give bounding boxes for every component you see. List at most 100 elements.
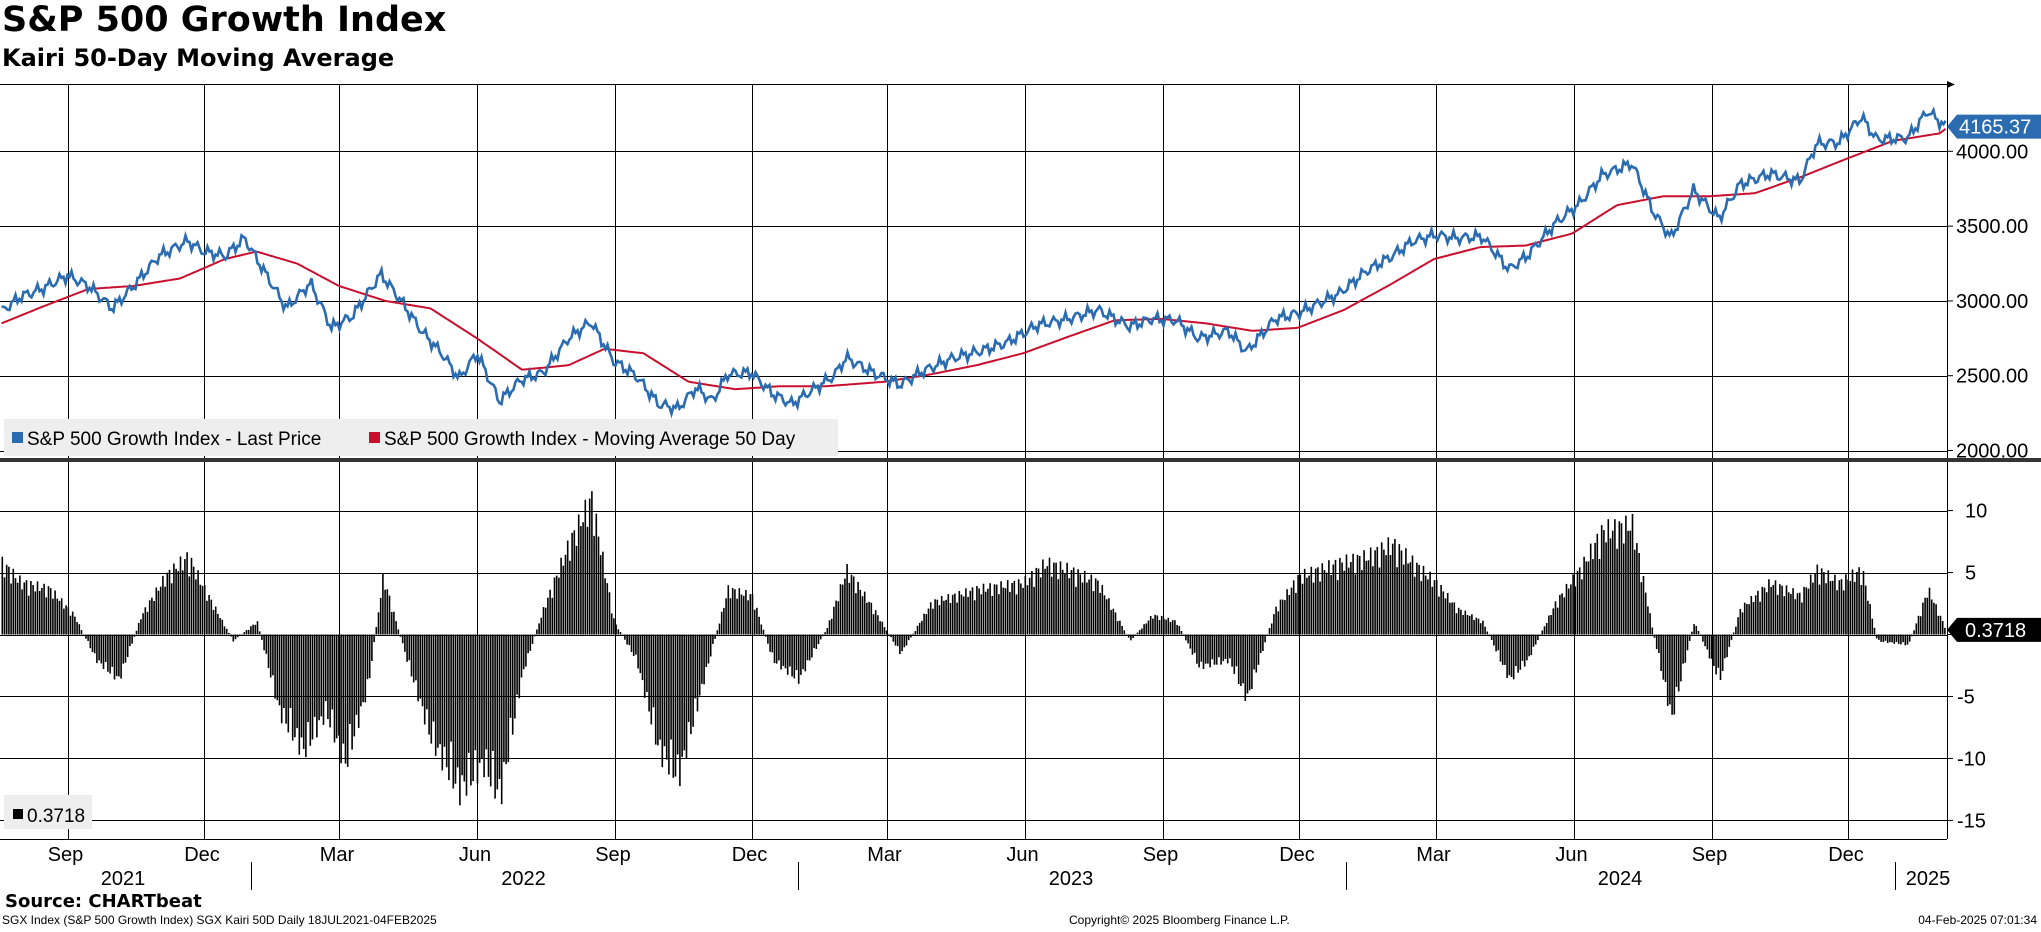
kairi-bar [1922,602,1924,635]
kairi-bar [1567,588,1570,635]
kairi-bar [41,588,43,635]
kairi-bar [1871,618,1874,635]
kairi-bar [1178,626,1181,635]
kairi-bar [1431,586,1434,635]
kairi-bar [1816,564,1819,635]
kairi-bar [1284,600,1286,635]
kairi-bar [1066,562,1068,635]
kairi-bar [758,616,760,635]
kairi-bar [1600,525,1603,635]
kairi-bar [1167,617,1170,635]
y-tick-label: 4000.00 [1956,141,2028,163]
kairi-bar [918,622,921,635]
kairi-bar [1429,571,1431,635]
kairi-bar [751,593,754,635]
kairi-bar [208,595,210,635]
kairi-bar [461,634,463,776]
kairi-bar [1680,634,1682,682]
kairi-bar [1088,579,1090,635]
kairi-bar [1110,609,1112,635]
kairi-bar [694,634,697,699]
kairi-bar [298,634,301,755]
kairi-bar [1633,549,1636,635]
kairi-bar [1372,566,1374,635]
kairi-bar [203,585,206,635]
kairi-bar [60,598,63,635]
kairi-bar [648,634,650,712]
kairi-bar [408,634,411,661]
kairi-bar [1442,591,1445,635]
kairi-bar [201,585,204,635]
kairi-bar [1823,572,1825,635]
kairi-bar [463,634,466,782]
kairi-bar [76,622,78,635]
source-note: Source: CHARTbeat [5,891,202,912]
kairi-bar [1037,568,1040,635]
footer-copyright: Copyright© 2025 Bloomberg Finance L.P. [1069,913,1290,927]
kairi-bar [483,634,485,778]
x-month-label: Sep [1143,844,1179,866]
kairi-bar [910,634,912,638]
kairi-bar [1512,634,1515,680]
kairi-bar [371,634,373,661]
kairi-bar [1292,580,1295,635]
kairi-bar [1570,584,1572,635]
kairi-bar [351,634,353,750]
kairi-bar [1484,626,1486,635]
kairi-bar [1064,573,1066,635]
kairi-bar [1198,634,1200,668]
kairi-bar [958,590,961,635]
kairi-bar [857,581,859,635]
kairi-bar [1328,560,1330,635]
kairi-bar [118,634,120,677]
kairi-bar [921,620,923,635]
kairi-bar [1171,620,1174,635]
kairi-bar [247,629,250,635]
kairi-bar [1585,561,1588,635]
kairi-bar [1554,601,1557,635]
kairi-bar [100,634,103,664]
kairi-bar [540,617,543,635]
kairi-bar [573,530,576,635]
kairi-bar [1697,630,1700,635]
kairi-bar [232,634,235,642]
last-kairi-label: 0.3718 [1965,620,2026,642]
kairi-bar [256,621,259,635]
kairi-bar [1141,628,1143,635]
kairi-bar [795,634,798,671]
kairi-bar [1422,565,1425,635]
kairi-bar [632,634,635,656]
kairi-bar [1369,547,1372,635]
kairi-bar [782,634,785,666]
kairi-bar [340,634,342,764]
kairi-bar [1748,604,1750,635]
kairi-bar [1044,568,1046,635]
kairi-bar [657,634,659,746]
kairi-bar [1598,558,1601,635]
kairi-bar [1330,575,1332,635]
kairi-bar [1405,548,1407,635]
kairi-bar [1556,607,1559,635]
kairi-bar [690,634,692,735]
x-month-label: Jun [459,844,491,866]
kairi-bar [1200,634,1203,662]
kairi-bar [494,634,496,799]
kairi-bar [1354,574,1357,635]
kairi-bar [212,609,215,635]
kairi-bar [382,573,384,635]
kairi-bar [239,634,241,636]
kairi-bar [27,595,30,635]
kairi-bar [784,634,787,669]
kairi-bar [1099,592,1101,635]
kairi-bar [1845,574,1847,635]
kairi-bar [602,551,604,635]
kairi-bar [331,634,334,710]
kairi-bar [1427,579,1429,635]
x-year-label: 2021 [101,868,146,890]
kairi-bar [445,634,448,768]
kairi-bar [1204,634,1207,664]
kairi-bar [804,634,807,672]
kairi-bar [1930,599,1933,635]
kairi-bar [329,634,331,728]
kairi-bar [428,634,430,735]
